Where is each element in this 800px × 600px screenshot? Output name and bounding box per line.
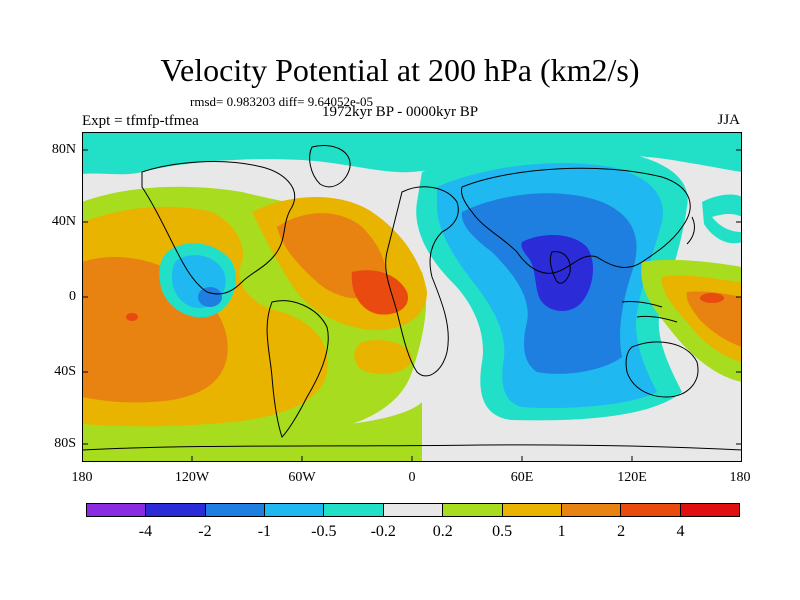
colorbar-label: 0.2 xyxy=(432,523,453,540)
stats-label: rmsd= 0.983203 diff= 9.64052e-05 xyxy=(190,94,374,109)
colorbar-label: 2 xyxy=(617,523,626,540)
lon-label-60e: 60E xyxy=(510,470,534,485)
lon-label-0: 0 xyxy=(408,470,416,485)
indian-ocean-darkblue-core xyxy=(521,235,594,311)
lon-label-60w: 60W xyxy=(288,470,316,485)
contour-map xyxy=(82,132,742,462)
period-label: 1972kyr BP - 0000kyr BP xyxy=(321,104,479,120)
colorbar-segment xyxy=(265,504,325,516)
colorbar-label: -0.2 xyxy=(370,523,396,540)
colorbar-segment xyxy=(561,504,622,516)
coastlines xyxy=(82,145,742,451)
lon-label-120e: 120E xyxy=(617,470,647,485)
colorbar-label: 1 xyxy=(557,523,566,540)
west-pacific-orange-region xyxy=(686,291,742,347)
lat-label-40s: 40S xyxy=(54,364,76,379)
lon-label-180w: 180 xyxy=(71,470,93,485)
colorbar-label: -2 xyxy=(198,523,212,540)
season-label: JJA xyxy=(717,112,740,128)
colorbar-segment xyxy=(87,504,147,516)
colorbar xyxy=(86,503,740,517)
north-cyan-region xyxy=(82,132,742,175)
colorbar-segment xyxy=(324,504,384,516)
lat-label-40n: 40N xyxy=(51,214,76,229)
colorbar-segment xyxy=(502,504,562,516)
south-atlantic-yellow-region xyxy=(354,340,412,374)
colorbar-segment xyxy=(205,504,266,516)
colorbar-label: -0.5 xyxy=(311,523,337,540)
experiment-label: Expt = tfmfp-tfmea xyxy=(82,113,199,129)
contour-map-svg xyxy=(82,132,742,462)
colorbar-label: -4 xyxy=(138,523,153,540)
pacific-blue-core xyxy=(198,287,222,307)
colorbar-label: -1 xyxy=(257,523,272,540)
lon-label-120w: 120W xyxy=(174,470,210,485)
colorbar-segment xyxy=(146,504,206,516)
western-red-core xyxy=(126,313,138,321)
atlantic-red-core xyxy=(351,270,408,315)
lat-label-80n: 80N xyxy=(51,142,76,157)
colorbar-segment xyxy=(621,504,681,516)
colorbar-segment xyxy=(383,504,444,516)
colorbar-label: 4 xyxy=(676,523,685,540)
colorbar-segment xyxy=(443,504,503,516)
north-pacific-neutral-patch xyxy=(712,213,742,232)
west-pacific-red-core xyxy=(700,293,724,303)
lon-label-180e: 180 xyxy=(729,470,751,485)
colorbar-label: 0.5 xyxy=(492,523,513,540)
colorbar-segment xyxy=(680,504,739,516)
map-border xyxy=(82,132,742,462)
lat-label-0: 0 xyxy=(69,289,76,304)
map-title: Velocity Potential at 200 hPa (km2/s) xyxy=(160,52,640,88)
lat-label-80s: 80S xyxy=(54,436,76,451)
